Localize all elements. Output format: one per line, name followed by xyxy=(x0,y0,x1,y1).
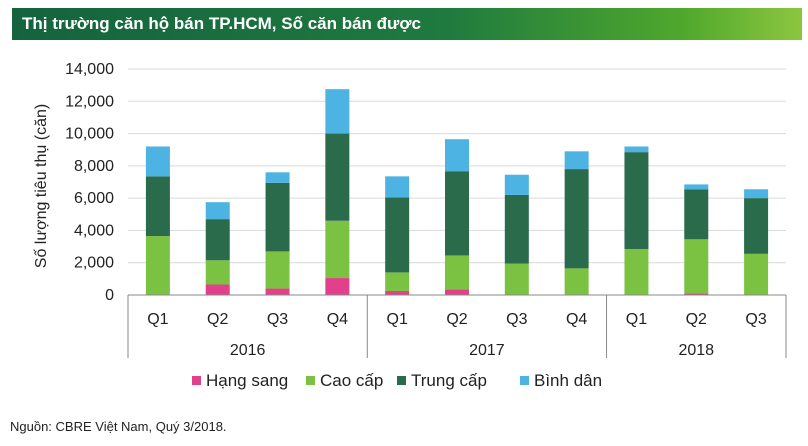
y-axis-label: Số lượng tiêu thụ (căn) xyxy=(33,104,50,268)
x-tick-label: Q2 xyxy=(207,311,228,328)
y-tick-label: 10,000 xyxy=(65,126,114,143)
bar-segment xyxy=(684,189,709,240)
legend-label: Bình dân xyxy=(534,371,602,390)
x-tick-label: Q1 xyxy=(626,311,647,328)
x-tick-label: Q4 xyxy=(327,311,348,328)
bar-segment xyxy=(445,255,469,290)
stacked-bar-chart: 02,0004,0006,0008,00010,00012,00014,000 … xyxy=(33,61,787,390)
legend-label: Cao cấp xyxy=(320,371,383,390)
bar-segment xyxy=(145,236,170,295)
x-group-label: 2018 xyxy=(678,342,714,359)
bar-segment xyxy=(564,169,589,269)
bar-segment xyxy=(385,197,410,273)
bar-segment xyxy=(385,176,410,198)
bar-segment xyxy=(564,268,589,295)
bar-segment xyxy=(684,239,709,294)
y-tick-label: 12,000 xyxy=(65,93,114,110)
legend: Hạng sang Cao cấp Trung cấp Bình dân xyxy=(192,371,602,390)
legend-swatch xyxy=(397,376,406,385)
y-tick-label: 4,000 xyxy=(74,222,114,239)
bar-segment xyxy=(504,174,529,195)
bar-segment xyxy=(325,89,350,134)
legend-swatch xyxy=(520,376,529,385)
bar-segment xyxy=(205,260,230,285)
y-tick-label: 6,000 xyxy=(74,190,114,207)
bar-segment xyxy=(504,194,529,264)
bar-segment xyxy=(684,184,709,190)
bar-segment xyxy=(145,146,170,177)
bar-segment xyxy=(265,182,290,252)
bar-segment xyxy=(145,176,170,237)
bar-segment xyxy=(624,152,649,249)
x-tick-label: Q3 xyxy=(267,311,288,328)
legend-label: Hạng sang xyxy=(206,371,288,390)
bar-segment xyxy=(445,139,469,172)
source-note: Nguồn: CBRE Việt Nam, Quý 3/2018. xyxy=(10,419,227,434)
x-group-label: 2016 xyxy=(230,342,266,359)
x-tick-label: Q2 xyxy=(446,311,467,328)
bar-segment xyxy=(265,172,290,183)
x-tick-label: Q1 xyxy=(387,311,408,328)
y-axis-ticks: 0 2,000 4,000 6,000 8,000 10,000 12,000 14,000 xyxy=(65,61,114,304)
bar-segment xyxy=(265,288,290,295)
bar-segment xyxy=(325,278,350,295)
bar-segment xyxy=(445,171,469,256)
x-tick-label: Q4 xyxy=(566,311,587,328)
bar-segment xyxy=(744,198,769,254)
bar-segment xyxy=(624,146,649,153)
bar-segment xyxy=(265,251,290,289)
bar-segment xyxy=(205,284,230,295)
y-tick-label: 2,000 xyxy=(74,255,114,272)
legend-swatch xyxy=(306,376,315,385)
bar-segment xyxy=(624,248,649,295)
chart-title-bar: Thị trường căn hộ bán TP.HCM, Số căn bán… xyxy=(12,8,802,40)
x-tick-label: Q1 xyxy=(147,311,168,328)
bar-segment xyxy=(205,219,230,261)
bar-segment xyxy=(684,293,709,295)
bar-segment xyxy=(504,263,529,295)
bars xyxy=(145,89,769,295)
y-tick-label: 8,000 xyxy=(74,158,114,175)
y-tick-label: 14,000 xyxy=(65,61,114,78)
x-tick-label: Q2 xyxy=(686,311,707,328)
x-tick-label: Q3 xyxy=(745,311,766,328)
bar-segment xyxy=(564,151,589,170)
bar-segment xyxy=(445,289,469,295)
chart-title: Thị trường căn hộ bán TP.HCM, Số căn bán… xyxy=(22,14,421,33)
y-tick-label: 0 xyxy=(105,287,114,304)
legend-swatch xyxy=(192,376,201,385)
bar-segment xyxy=(325,133,350,221)
bar-segment xyxy=(744,253,769,295)
bar-segment xyxy=(205,202,230,220)
legend-label: Trung cấp xyxy=(411,371,487,390)
bar-segment xyxy=(385,272,410,291)
x-group-label: 2017 xyxy=(469,342,505,359)
bar-segment xyxy=(744,189,769,199)
bar-segment xyxy=(385,290,410,295)
x-tick-label: Q3 xyxy=(506,311,527,328)
bar-segment xyxy=(325,220,350,279)
